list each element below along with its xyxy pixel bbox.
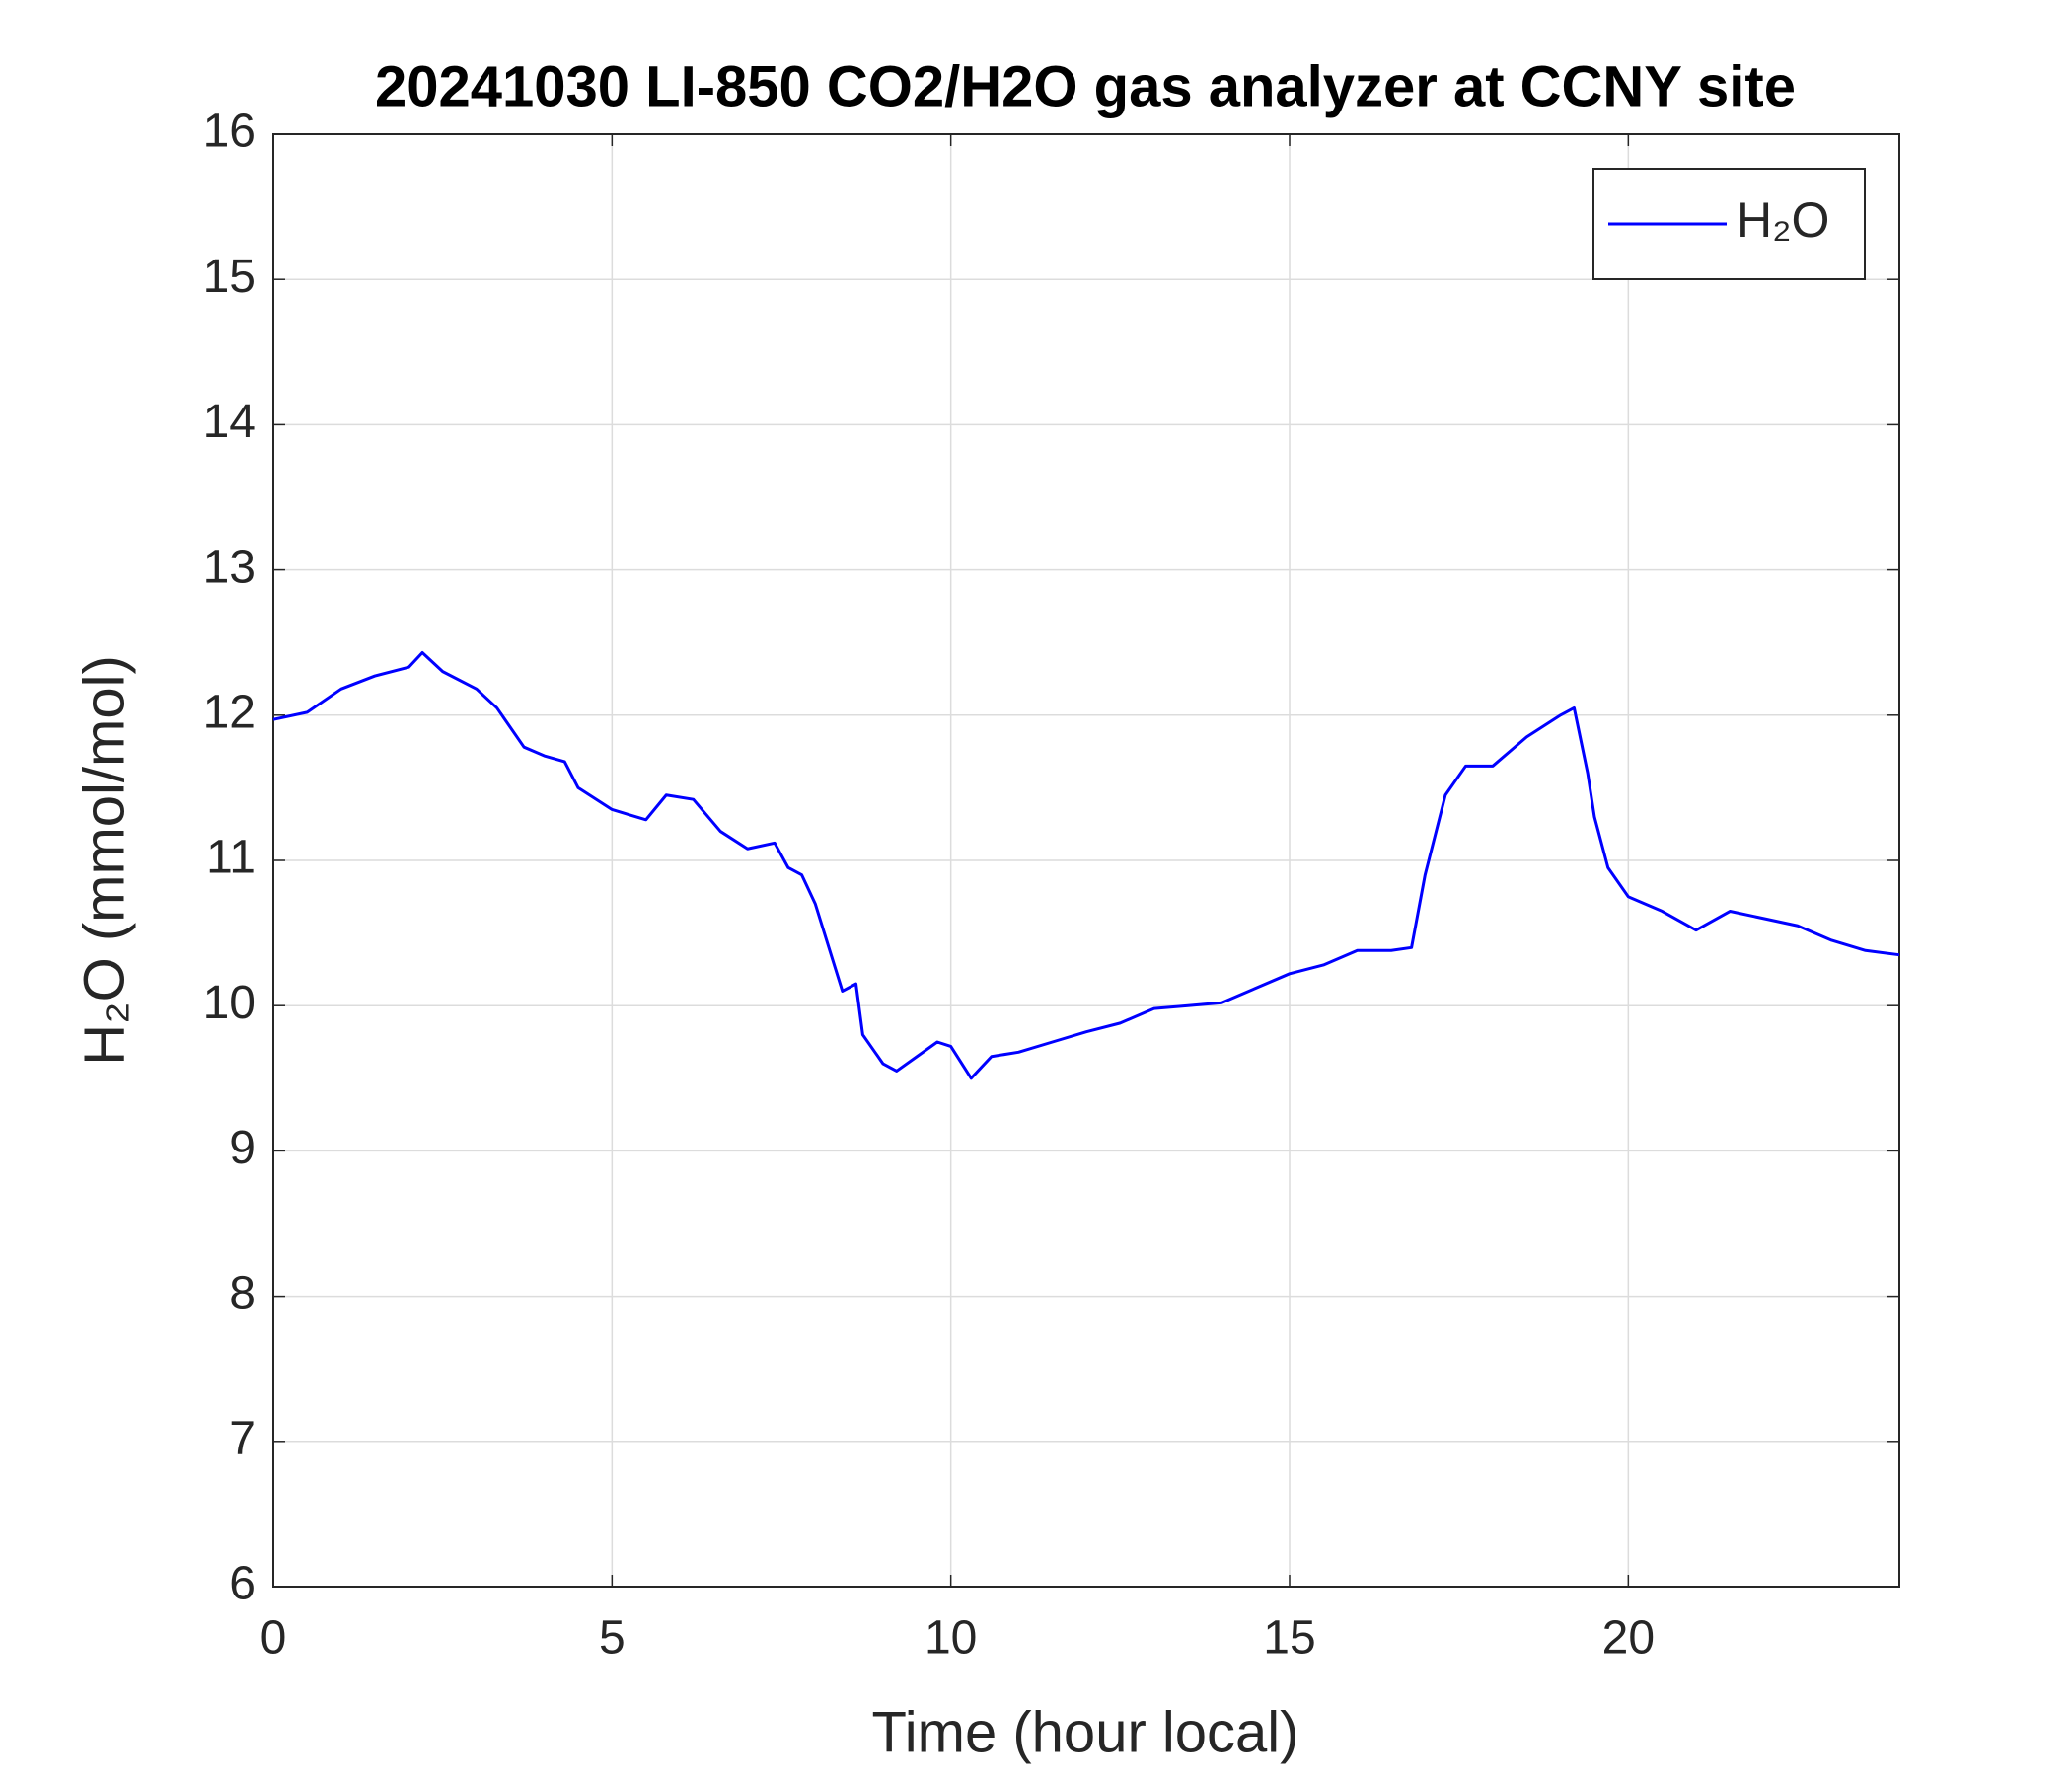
y-tick-label: 9	[229, 1122, 256, 1174]
x-tick-label: 5	[599, 1612, 626, 1665]
y-tick-label: 12	[203, 686, 256, 738]
x-tick-label: 10	[925, 1612, 977, 1665]
y-tick-label: 6	[229, 1558, 256, 1610]
legend-label: H₂O	[1737, 192, 1829, 248]
data-line	[272, 651, 1900, 1080]
y-tick-label: 14	[203, 396, 256, 448]
x-tick-label: 15	[1263, 1612, 1315, 1665]
y-tick-label: 15	[203, 251, 256, 303]
x-tick-label: 0	[260, 1612, 287, 1665]
plot-frame	[272, 133, 1900, 1588]
y-tick-label: 11	[206, 832, 256, 884]
y-tick-label: 13	[203, 541, 256, 593]
x-tick-label: 20	[1602, 1612, 1655, 1665]
y-tick-label: 7	[229, 1412, 256, 1464]
chart-title: 20241030 LI-850 CO2/H2O gas analyzer at …	[375, 54, 1796, 118]
y-tick-label: 8	[229, 1267, 256, 1319]
y-tick-label: 16	[203, 106, 256, 158]
x-axis-label: Time (hour local)	[872, 1700, 1299, 1764]
y-axis-label: H₂O (mmol/mol)	[72, 655, 136, 1066]
y-tick-label: 10	[203, 977, 256, 1029]
